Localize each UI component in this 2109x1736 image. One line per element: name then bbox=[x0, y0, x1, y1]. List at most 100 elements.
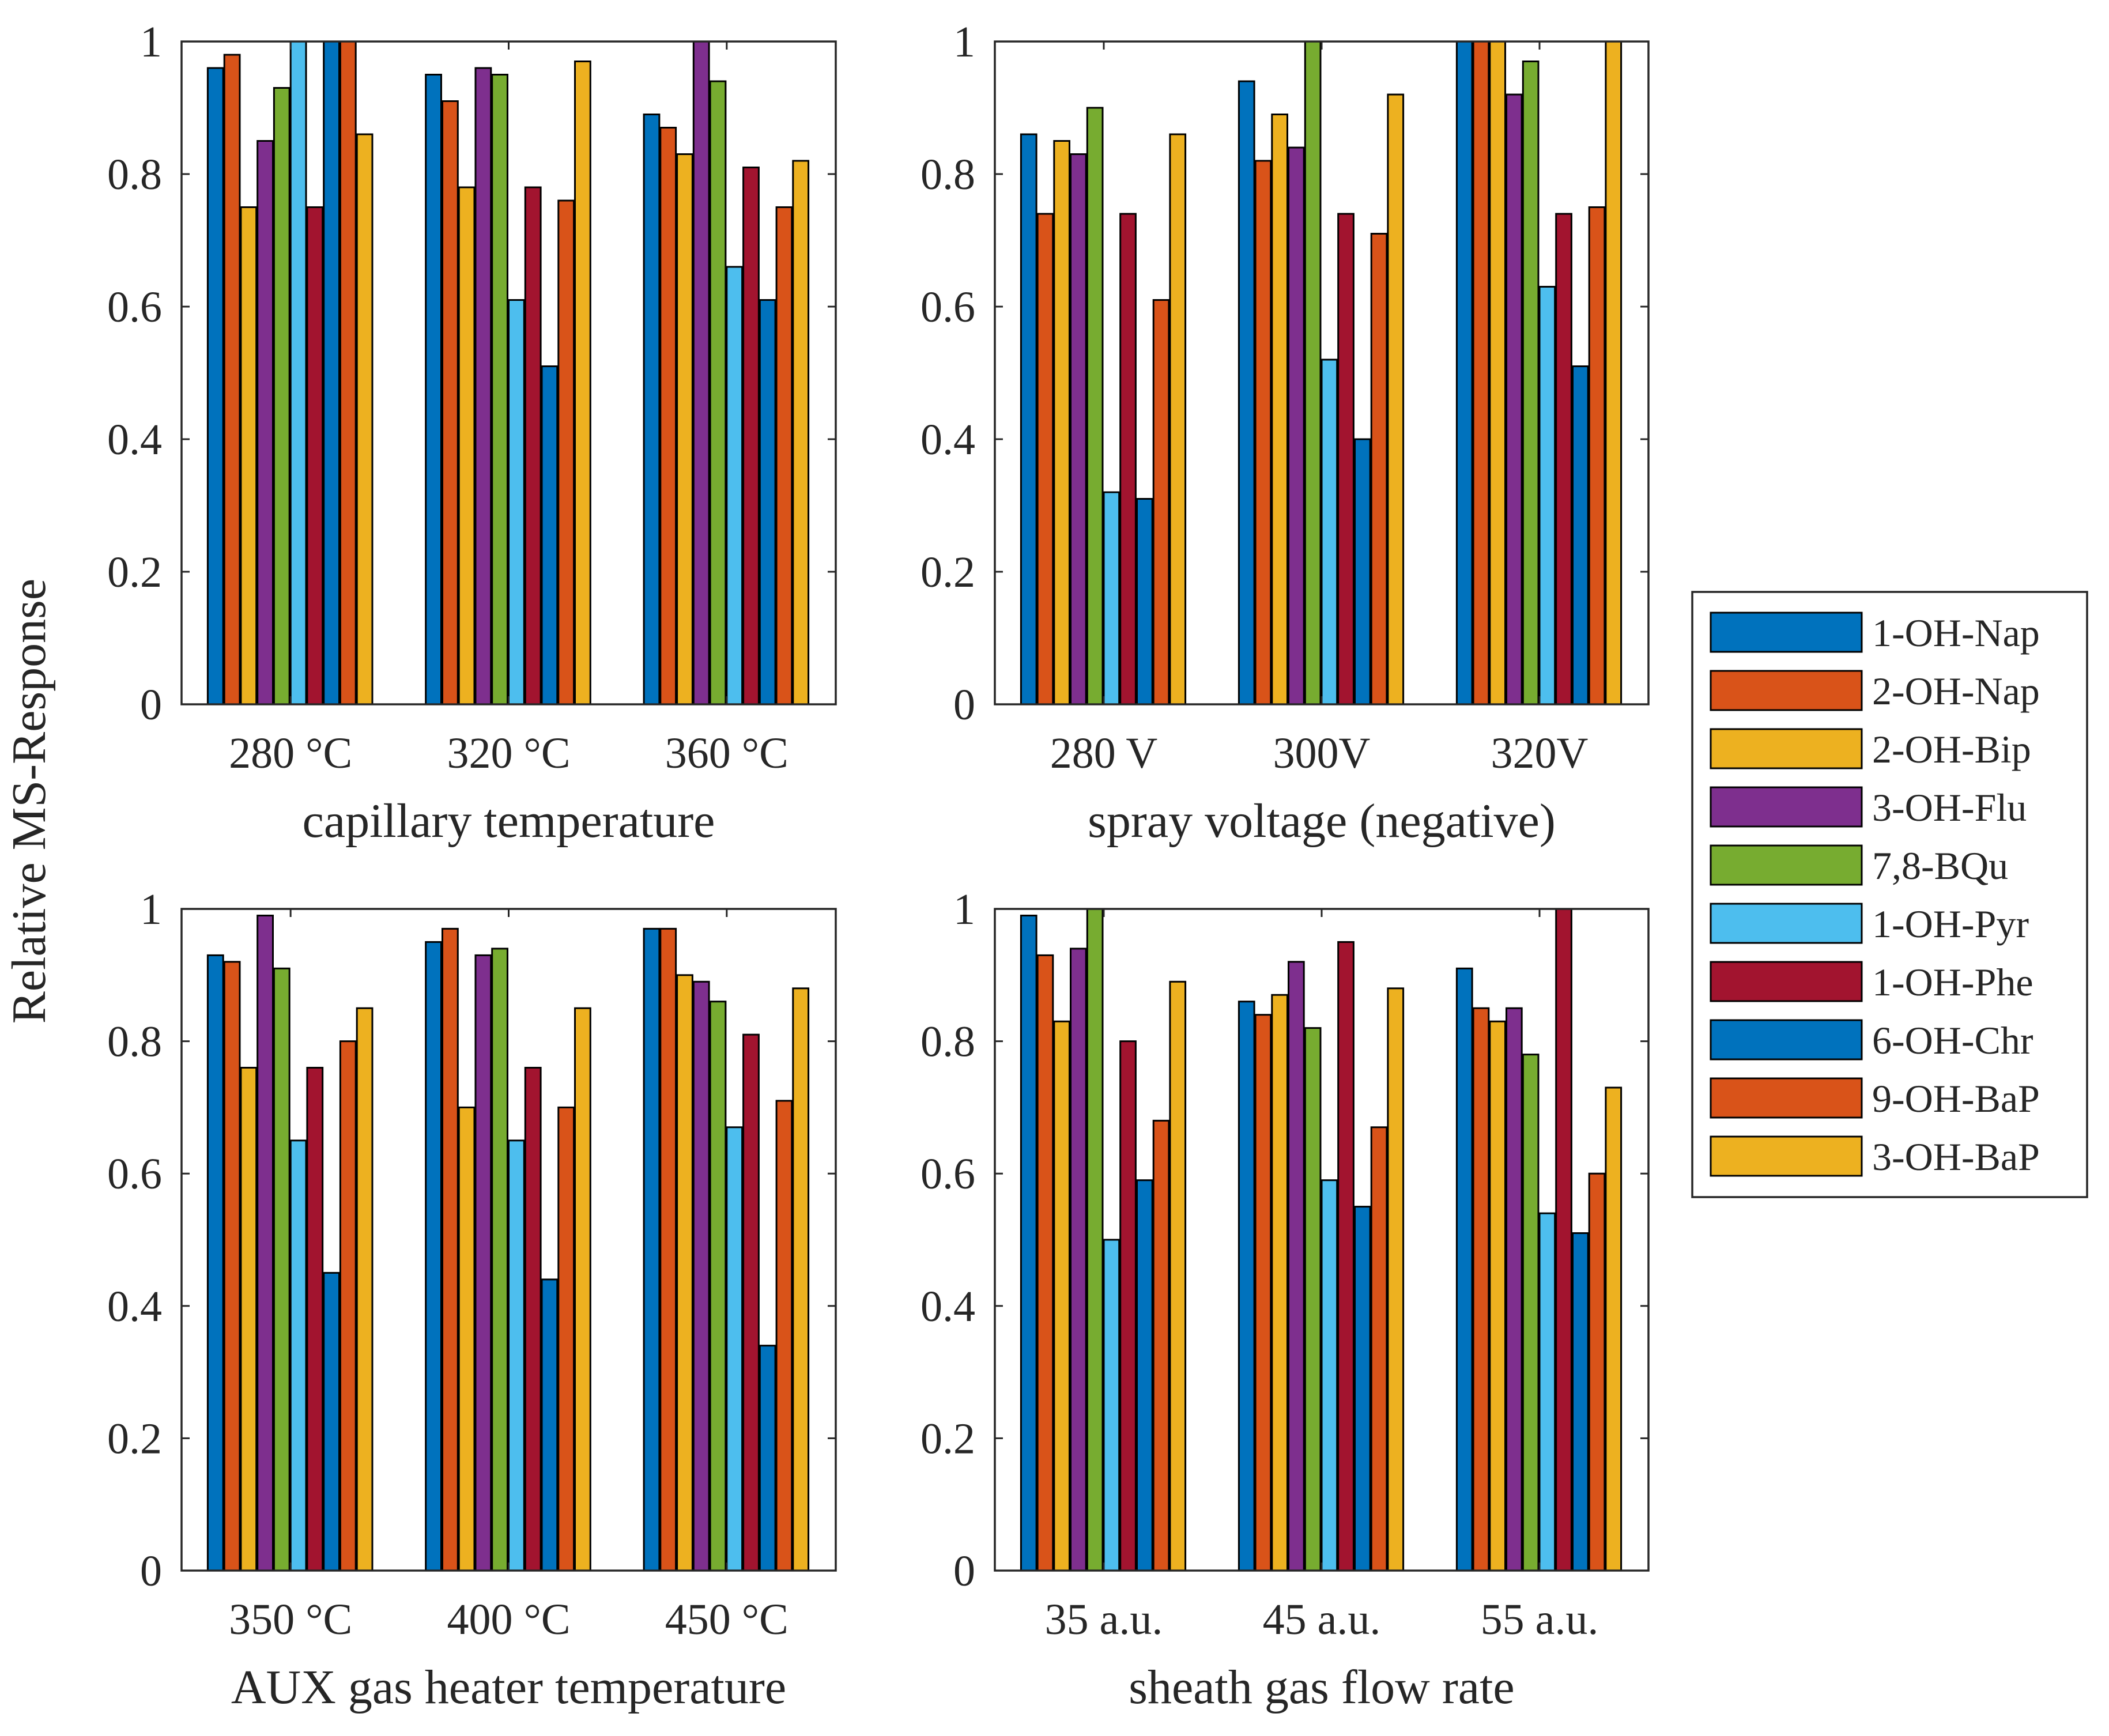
bar bbox=[726, 1126, 744, 1572]
bar bbox=[1103, 491, 1120, 705]
x-tick-label: 350 °C bbox=[229, 1595, 352, 1644]
bar bbox=[306, 206, 324, 705]
bar bbox=[1254, 160, 1272, 705]
legend: 1-OH-Nap 2-OH-Nap 2-OH-Bip 3-OH-Flu 7,8-BQu 1… bbox=[1691, 591, 2088, 1198]
legend-label: 1-OH-Pyr bbox=[1872, 902, 2029, 946]
y-tick-label: 0 bbox=[140, 681, 162, 729]
y-tick-label: 1 bbox=[140, 885, 162, 934]
legend-label: 6-OH-Chr bbox=[1872, 1018, 2033, 1062]
bar bbox=[425, 74, 443, 705]
bar bbox=[1053, 1020, 1071, 1572]
bar bbox=[1254, 1014, 1272, 1572]
bar bbox=[676, 153, 693, 705]
bar bbox=[1020, 133, 1037, 705]
bar bbox=[1136, 1179, 1153, 1572]
axes-frame bbox=[994, 908, 1650, 1572]
bar bbox=[1572, 1232, 1589, 1572]
y-tick-label: 0.4 bbox=[920, 1282, 975, 1331]
shared-y-axis-label: Relative MS-Response bbox=[2, 579, 56, 1024]
bar bbox=[206, 954, 224, 1572]
bar bbox=[1103, 1239, 1120, 1572]
legend-label: 9-OH-BaP bbox=[1872, 1077, 2040, 1120]
bar bbox=[1538, 286, 1556, 705]
bar bbox=[742, 1033, 760, 1572]
bar bbox=[759, 299, 776, 705]
bar bbox=[659, 127, 677, 705]
bar bbox=[541, 365, 559, 705]
legend-swatch bbox=[1710, 903, 1863, 944]
bar bbox=[726, 266, 744, 705]
legend-label: 1-OH-Nap bbox=[1872, 611, 2040, 655]
bar bbox=[692, 40, 710, 705]
bar bbox=[1152, 1119, 1170, 1572]
x-tick-label: 320 °C bbox=[447, 729, 570, 778]
bar bbox=[1321, 358, 1338, 705]
bar bbox=[524, 186, 542, 705]
bar bbox=[742, 167, 760, 705]
x-axis-label: sheath gas flow rate bbox=[1129, 1660, 1514, 1714]
chart-panels: 280 °C 320 °C 360 °C 0 0.2 0.4 0.6 0.8 1 capillar… bbox=[107, 18, 1650, 1714]
bar bbox=[339, 40, 357, 705]
bar bbox=[643, 927, 661, 1572]
bar bbox=[491, 74, 509, 705]
bar bbox=[1238, 1001, 1255, 1572]
y-tick-label: 0.6 bbox=[107, 1150, 162, 1198]
bar bbox=[1086, 107, 1104, 705]
y-tick-label: 0.4 bbox=[107, 1282, 162, 1331]
bar bbox=[1370, 1126, 1388, 1572]
bar bbox=[692, 980, 710, 1572]
bar bbox=[1455, 967, 1473, 1572]
bar bbox=[508, 299, 525, 705]
bar bbox=[1506, 93, 1523, 705]
bar bbox=[458, 1106, 476, 1572]
bar bbox=[1169, 133, 1187, 705]
x-tick-label: 360 °C bbox=[665, 729, 788, 778]
y-tick-label: 0.4 bbox=[920, 416, 975, 464]
y-tick-label: 0.6 bbox=[920, 283, 975, 331]
bar bbox=[1271, 994, 1289, 1572]
y-tick-label: 0 bbox=[953, 681, 975, 729]
bar bbox=[1169, 980, 1187, 1572]
y-tick-label: 0.2 bbox=[920, 1414, 975, 1463]
legend-label: 1-OH-Phe bbox=[1872, 960, 2033, 1004]
bar bbox=[256, 140, 274, 705]
bar bbox=[1538, 1212, 1556, 1572]
legend-label: 3-OH-Flu bbox=[1872, 786, 2027, 829]
bar bbox=[1152, 299, 1170, 705]
bar bbox=[541, 1278, 559, 1572]
bar bbox=[792, 160, 810, 705]
bar bbox=[306, 1067, 324, 1572]
bar bbox=[1304, 1027, 1322, 1572]
bar bbox=[1472, 40, 1490, 705]
bar bbox=[491, 948, 509, 1572]
bar bbox=[1489, 1020, 1507, 1572]
bar bbox=[1337, 941, 1355, 1572]
legend-swatch bbox=[1710, 728, 1863, 769]
x-tick-label: 300V bbox=[1273, 729, 1371, 778]
legend-swatch bbox=[1710, 670, 1863, 711]
y-tick-label: 1 bbox=[953, 18, 975, 66]
y-tick-label: 1 bbox=[140, 18, 162, 66]
bar bbox=[557, 1106, 575, 1572]
bar bbox=[1053, 140, 1071, 705]
bar bbox=[273, 87, 290, 705]
bar bbox=[1271, 114, 1289, 705]
legend-swatch bbox=[1710, 961, 1863, 1002]
legend-swatch bbox=[1710, 786, 1863, 828]
legend-swatch bbox=[1710, 1135, 1863, 1177]
x-tick-label: 280 °C bbox=[229, 729, 352, 778]
x-tick-label: 35 a.u. bbox=[1045, 1595, 1163, 1644]
legend-label: 2-OH-Nap bbox=[1872, 669, 2040, 713]
bar bbox=[289, 40, 307, 705]
bar bbox=[323, 1271, 341, 1572]
x-tick-label: 55 a.u. bbox=[1481, 1595, 1599, 1644]
bar bbox=[323, 40, 341, 705]
bar bbox=[1370, 233, 1388, 705]
bar bbox=[442, 927, 459, 1572]
bar bbox=[1354, 1206, 1371, 1572]
x-tick-label: 45 a.u. bbox=[1263, 1595, 1381, 1644]
bar bbox=[458, 186, 476, 705]
bar bbox=[524, 1067, 542, 1572]
bar bbox=[1506, 1007, 1523, 1572]
legend-label: 3-OH-BaP bbox=[1872, 1135, 2040, 1179]
